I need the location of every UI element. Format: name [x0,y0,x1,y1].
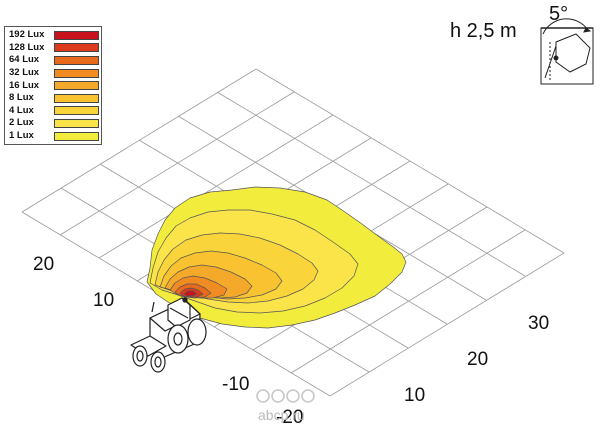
legend-label: 192 Lux [9,29,45,41]
x-tick-20: 20 [467,349,488,370]
legend-item: 8 Lux [7,92,99,105]
legend-label: 2 Lux [9,117,34,129]
legend-item: 128 Lux [7,42,99,55]
y-tick-minus-20: -20 [276,407,303,428]
legend-item: 64 Lux [7,54,99,67]
legend-item: 32 Lux [7,67,99,80]
zone-192-lux [183,290,198,297]
legend-swatch [53,81,99,91]
isolux-zones [146,186,407,329]
logo-icon [256,389,315,403]
legend-label: 4 Lux [9,104,34,116]
legend-swatch [53,118,99,128]
legend-label: 16 Lux [9,79,40,91]
legend-item: 1 Lux [7,130,99,143]
legend-swatch [53,93,99,103]
legend-label: 8 Lux [9,92,34,104]
legend-swatch [53,131,99,141]
tractor-icon [130,297,207,373]
x-tick-10: 10 [404,385,425,406]
watermark-text: abcp.ru [258,407,305,423]
lux-legend: 192 Lux 128 Lux 64 Lux 32 Lux 16 Lux 8 L… [4,26,102,146]
lamp-tilt-icon [540,18,594,85]
legend-item: 4 Lux [7,105,99,118]
legend-swatch [53,30,99,40]
legend-item: 192 Lux [7,29,99,42]
legend-label: 32 Lux [9,67,40,79]
y-tick-10: 10 [93,290,114,311]
legend-item: 16 Lux [7,79,99,92]
legend-swatch [53,68,99,78]
mount-height-label: h 2,5 m [450,20,517,42]
legend-swatch [53,55,99,65]
legend-label: 128 Lux [9,41,45,53]
y-tick-minus-10: -10 [222,374,249,395]
legend-label: 64 Lux [9,54,40,66]
legend-label: 1 Lux [9,130,34,142]
legend-swatch [53,106,99,116]
x-tick-30: 30 [528,313,549,334]
y-tick-20: 20 [33,254,54,275]
legend-swatch [53,43,99,53]
tilt-angle-label: 5° [549,3,568,25]
legend-item: 2 Lux [7,117,99,130]
